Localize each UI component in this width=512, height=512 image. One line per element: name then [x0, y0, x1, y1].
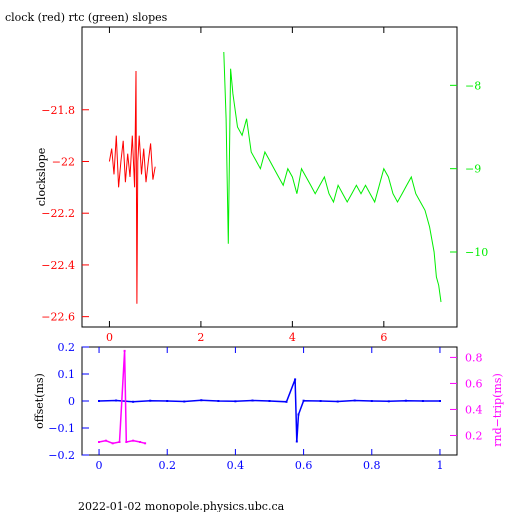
- x-tick-label: 2: [197, 331, 204, 344]
- top-x-axis: 0 2 4 6: [106, 27, 387, 344]
- y-right-tick-label: −9: [465, 163, 481, 176]
- y-left-tick-label: 0.2: [58, 341, 76, 354]
- bottom-left-y-axis: 0.2 0.1 0 −0.1 −0.2: [48, 341, 89, 462]
- bottom-right-y-axis-label: rnd−trip(ms): [491, 373, 504, 447]
- series-line-clock: [108, 70, 156, 304]
- footer-text: 2022-01-02 monopole.physics.ubc.ca: [78, 500, 285, 512]
- bottom-x-axis: 0 0.2 0.4 0.6 0.8 1: [96, 347, 443, 472]
- y-right-tick-label: −10: [465, 246, 488, 259]
- y-left-tick-label: −22: [52, 155, 75, 168]
- x-tick-label: 1: [436, 459, 443, 472]
- x-tick-label: 0.8: [363, 459, 381, 472]
- y-left-tick-label: −0.2: [48, 449, 75, 462]
- bottom-series-group: [98, 349, 441, 445]
- y-left-tick-label: −0.1: [48, 422, 75, 435]
- top-series-group: [108, 51, 442, 304]
- top-y-axis-label: clockslope: [35, 148, 48, 206]
- x-tick-label: 0.4: [227, 459, 245, 472]
- y-left-tick-label: 0: [68, 395, 75, 408]
- x-tick-label: 4: [289, 331, 296, 344]
- y-right-tick-label: 0.2: [465, 429, 483, 442]
- top-chart: clock (red) rtc (green) slopes −21.8−22−…: [5, 11, 488, 344]
- series-line-rtc: [223, 51, 442, 303]
- x-tick-label: 0: [106, 331, 113, 344]
- y-left-tick-label: −22.6: [41, 311, 75, 324]
- x-tick-label: 6: [380, 331, 387, 344]
- top-left-y-axis: −21.8 −22 −22.2 −22.4 −22.6: [41, 104, 89, 324]
- top-right-y-axis: −8 −9 −10: [450, 79, 488, 259]
- y-right-tick-label: 0.8: [465, 351, 483, 364]
- bottom-left-y-axis-label: offset(ms): [33, 373, 46, 429]
- series-trace-rnd-trip: [98, 350, 146, 445]
- x-tick-label: 0.6: [295, 459, 313, 472]
- top-plot-frame: [81, 26, 458, 328]
- y-left-tick-label: −22.4: [41, 259, 75, 272]
- x-tick-label: 0: [96, 459, 103, 472]
- y-right-tick-label: 0.4: [465, 403, 483, 416]
- top-chart-title: clock (red) rtc (green) slopes: [5, 11, 168, 24]
- x-tick-label: 0.2: [158, 459, 176, 472]
- bottom-right-y-axis: 0.8 0.6 0.4 0.2: [450, 351, 483, 442]
- y-left-tick-label: −22.2: [41, 207, 75, 220]
- y-right-tick-label: −8: [465, 79, 481, 92]
- series-trace-offset: [98, 379, 440, 442]
- y-left-tick-label: −21.8: [41, 104, 75, 117]
- bottom-chart: 0.20.10−0.1−0.2 0.80.60.40.2 0 0.2 0.4 0.6 0…: [33, 341, 504, 472]
- y-left-tick-label: 0.1: [58, 368, 76, 381]
- y-right-tick-label: 0.6: [465, 377, 483, 390]
